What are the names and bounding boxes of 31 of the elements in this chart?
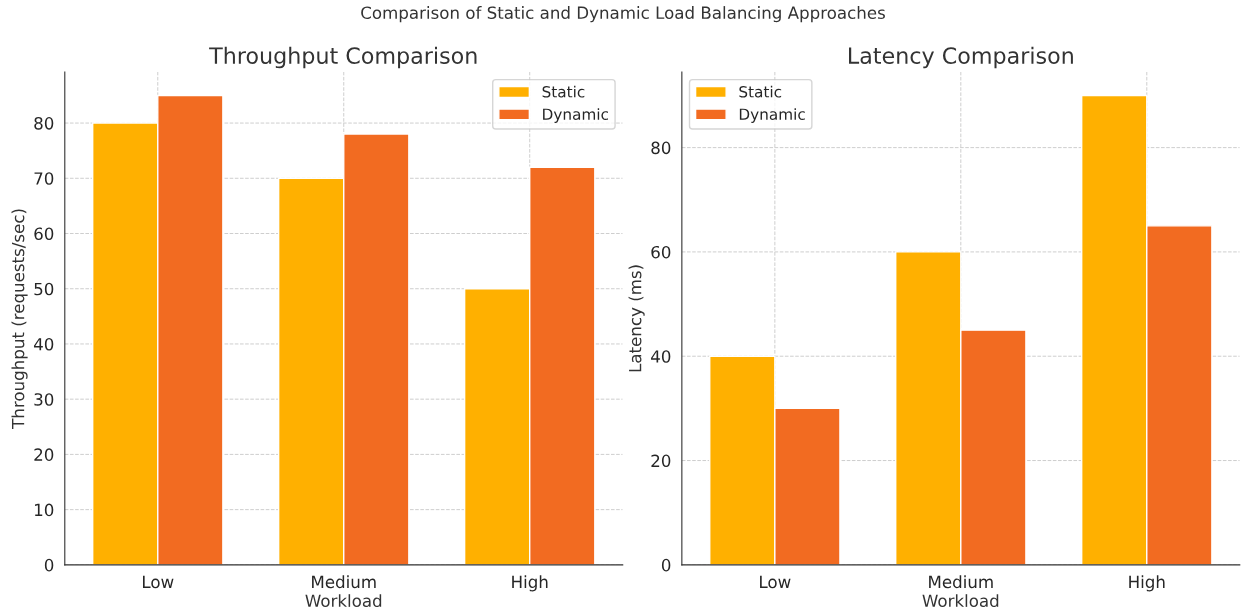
x-tick-label: Medium <box>312 575 376 589</box>
y-axis-title: Latency (ms) <box>628 265 645 372</box>
chart-title: Throughput Comparison <box>209 46 477 69</box>
y-tick-label: 40 <box>33 337 54 351</box>
x-axis-title: Workload <box>305 594 382 608</box>
legend-label: Static <box>739 85 782 98</box>
legend-label: Static <box>542 85 585 98</box>
y-tick-label: 60 <box>651 245 671 259</box>
y-tick-label: 80 <box>34 117 54 130</box>
y-tick-label: 40 <box>651 350 671 363</box>
y-axis-title: Throughput (requests/sec) <box>11 209 28 429</box>
x-tick-label: Low <box>143 575 174 589</box>
y-tick-label: 10 <box>35 503 54 517</box>
x-tick-label: Medium <box>929 575 993 589</box>
y-tick-label: 0 <box>661 558 671 572</box>
legend-label: Dynamic <box>543 108 609 123</box>
x-axis-title: Workload <box>922 594 999 608</box>
y-tick-label: 30 <box>34 393 54 406</box>
y-tick-label: 20 <box>651 454 671 468</box>
x-tick-label: Low <box>760 575 791 589</box>
y-tick-label: 60 <box>34 227 54 241</box>
y-tick-label: 20 <box>34 448 54 461</box>
y-tick-label: 70 <box>34 172 54 185</box>
legend-label: Dynamic <box>739 108 805 123</box>
y-tick-label: 50 <box>34 282 54 296</box>
y-tick-label: 0 <box>44 558 54 572</box>
x-tick-label: High <box>1129 575 1165 592</box>
y-tick-label: 80 <box>651 141 671 155</box>
chart-title: Latency Comparison <box>849 46 1073 69</box>
text: Comparison of Static and Dynamic Load Balancing Approaches <box>361 6 885 23</box>
x-tick-label: High <box>512 575 548 592</box>
